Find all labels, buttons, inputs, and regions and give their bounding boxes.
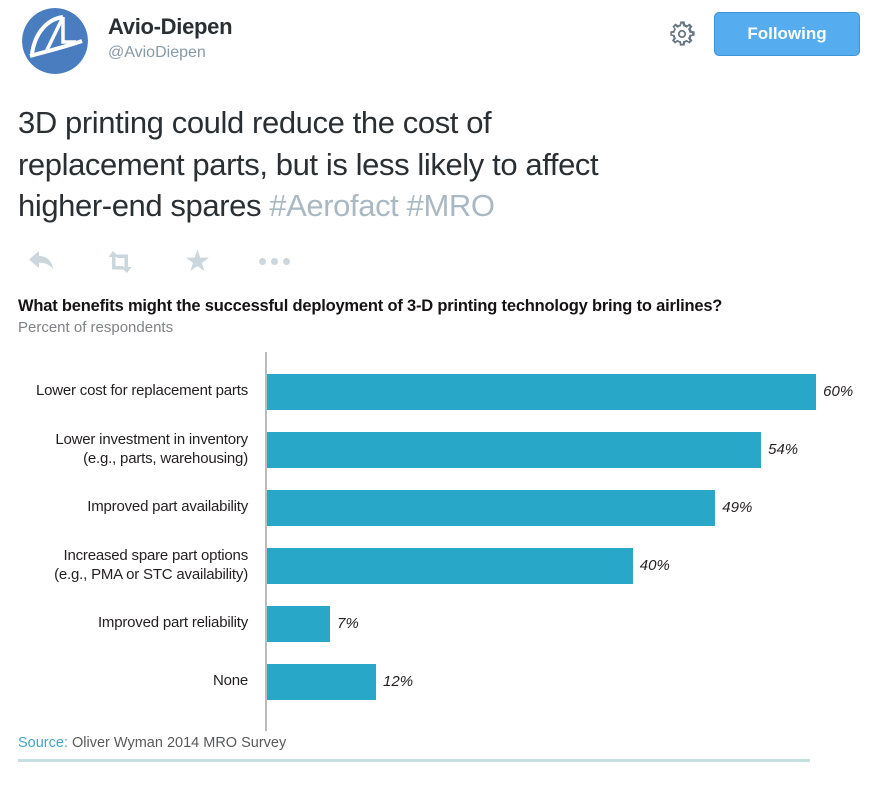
category-label: Improved part availability bbox=[87, 498, 248, 516]
bar-chart-plot: Lower cost for replacement parts 60% Low… bbox=[18, 351, 862, 731]
tweet-text-line-1: 3D printing could reduce the cost of bbox=[18, 105, 492, 140]
tweet-text-line-3: higher-end spares #Aerofact #MRO bbox=[18, 188, 495, 224]
bar-value-label: 49% bbox=[722, 499, 753, 517]
bar-value-label: 54% bbox=[768, 441, 799, 459]
bar bbox=[266, 489, 716, 526]
category-label: Improved part reliability bbox=[97, 614, 248, 632]
tweet-text-line-2: replacement parts, but is less likely to… bbox=[18, 146, 599, 182]
bar-value-label: 40% bbox=[639, 557, 670, 575]
retweet-icon[interactable] bbox=[104, 249, 136, 275]
bar-value-label: 12% bbox=[383, 673, 414, 691]
bar-row: None 12% bbox=[18, 653, 862, 711]
bar bbox=[266, 373, 817, 410]
hashtag-aerofact[interactable]: #Aerofact bbox=[269, 188, 399, 224]
bar-value-label: 60% bbox=[823, 383, 854, 401]
category-label: Increased spare part options (e.g., PMA … bbox=[54, 547, 248, 583]
hashtag-mro[interactable]: #MRO bbox=[406, 188, 495, 224]
bar bbox=[266, 431, 762, 468]
category-label: Lower investment in inventory (e.g., par… bbox=[55, 431, 248, 467]
screen-name[interactable]: @AvioDiepen bbox=[108, 44, 206, 61]
chart-title: What benefits might the successful deplo… bbox=[18, 296, 723, 315]
bar-value-label: 7% bbox=[337, 615, 359, 633]
reply-icon[interactable] bbox=[28, 249, 56, 275]
source-text: Oliver Wyman 2014 MRO Survey bbox=[67, 734, 287, 751]
more-ellipsis-icon[interactable] bbox=[258, 258, 290, 266]
bar bbox=[266, 547, 633, 584]
y-axis-line bbox=[265, 351, 267, 731]
tweet-text: 3D printing could reduce the cost of rep… bbox=[18, 102, 860, 227]
bar-row: Lower investment in inventory (e.g., par… bbox=[18, 421, 862, 479]
bar-row: Lower cost for replacement parts 60% bbox=[18, 363, 862, 421]
bar-row: Increased spare part options (e.g., PMA … bbox=[18, 537, 862, 595]
bar bbox=[266, 605, 331, 642]
tweet-media-chart[interactable]: What benefits might the successful deplo… bbox=[18, 297, 862, 731]
display-name[interactable]: Avio-Diepen bbox=[108, 14, 233, 39]
source-label: Source: bbox=[18, 734, 68, 751]
following-button[interactable]: Following bbox=[714, 12, 860, 56]
bar-row: Improved part reliability 7% bbox=[18, 595, 862, 653]
chart-source: Source: Oliver Wyman 2014 MRO Survey bbox=[18, 735, 880, 751]
tweet-header: Avio-Diepen @AvioDiepen Following bbox=[0, 0, 880, 84]
avio-diepen-logo-icon bbox=[22, 8, 88, 74]
gear-icon[interactable] bbox=[668, 20, 696, 48]
bar bbox=[266, 663, 377, 700]
favorite-star-icon[interactable]: ★ bbox=[184, 244, 211, 278]
bar-row: Improved part availability 49% bbox=[18, 479, 862, 537]
category-label: None bbox=[212, 672, 248, 690]
chart-bottom-rule bbox=[18, 759, 810, 762]
avatar[interactable] bbox=[22, 8, 88, 74]
category-label: Lower cost for replacement parts bbox=[35, 382, 248, 400]
tweet-action-bar: ★ bbox=[28, 244, 880, 278]
chart-rows: Lower cost for replacement parts 60% Low… bbox=[18, 363, 862, 711]
chart-subtitle: Percent of respondents bbox=[18, 318, 174, 336]
